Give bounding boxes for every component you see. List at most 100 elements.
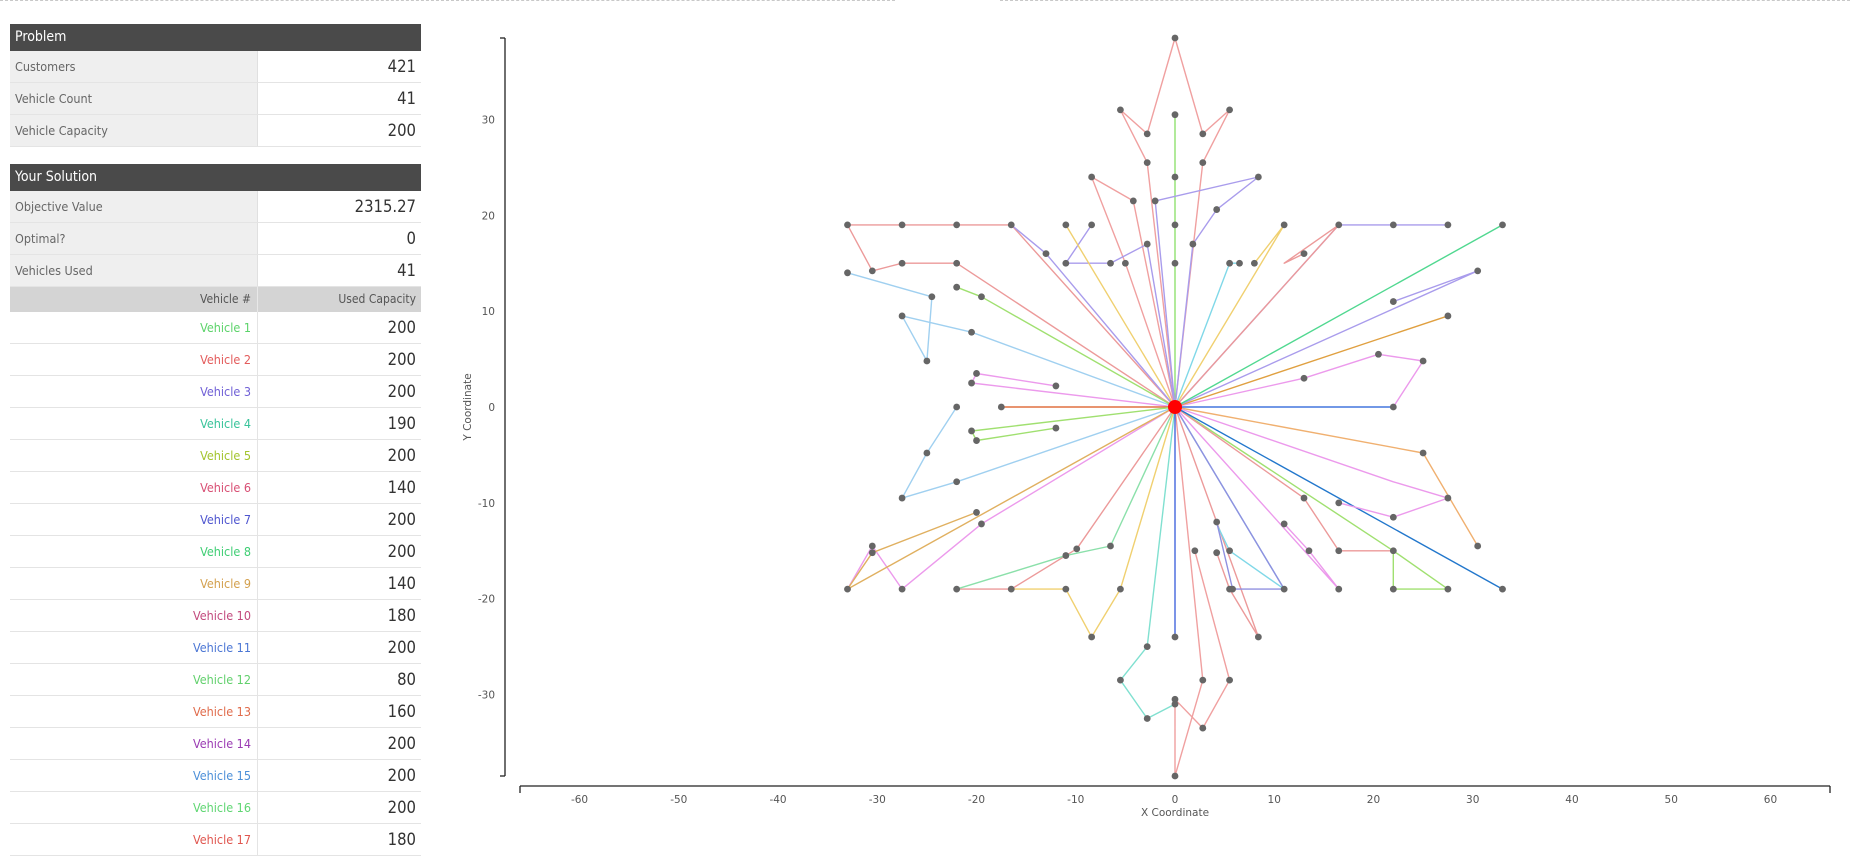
route-line (1174, 406, 1285, 590)
customer-point (1199, 724, 1207, 732)
customer-point (1389, 403, 1397, 411)
vehicle-capacity: 160 (387, 702, 416, 721)
customer-point (844, 221, 851, 229)
vehicle-name: Vehicle 5 (10, 440, 258, 471)
customer-point (898, 259, 906, 267)
customer-point (1213, 549, 1221, 557)
customer-point (1171, 34, 1179, 42)
problem-row-customers: Customers 421 (10, 51, 421, 83)
customer-point (1199, 159, 1207, 166)
customer-point (1088, 633, 1096, 641)
customer-point (844, 269, 851, 277)
row-label: Vehicle Count (10, 83, 258, 114)
table-row: Vehicle 11 200 (10, 632, 421, 664)
route-line (1174, 315, 1449, 408)
vehicle-table-body: Vehicle 1 200 Vehicle 2 200 Vehicle 3 200 Vehi… (10, 312, 421, 856)
vehicle-capacity: 200 (387, 318, 416, 337)
vehicle-name: Vehicle 4 (10, 408, 258, 439)
vehicle-name: Vehicle 11 (10, 632, 258, 663)
route-line (846, 406, 1176, 590)
y-axis-label: Y Coordinate (462, 373, 474, 441)
route-line (956, 406, 1176, 590)
customer-point (1226, 106, 1233, 114)
table-row: Vehicle 14 200 (10, 728, 421, 760)
customer-point (1171, 772, 1179, 780)
customer-point (923, 449, 931, 457)
problem-row-vehicle-capacity: Vehicle Capacity 200 (10, 115, 421, 147)
customer-point (844, 585, 851, 593)
customer-point (1375, 350, 1382, 358)
customer-point (898, 585, 906, 593)
row-label: Customers (10, 51, 258, 82)
table-row: Vehicle 12 80 (10, 664, 421, 696)
vehicle-capacity: 200 (387, 766, 416, 785)
customer-point (968, 328, 975, 336)
customer-point (973, 437, 980, 444)
route-line (1119, 109, 1176, 408)
vehicle-name: Vehicle 16 (10, 792, 258, 823)
customer-point (1389, 298, 1397, 305)
route-line (956, 286, 1176, 408)
row-value: 200 (387, 121, 416, 140)
vehicle-table-header: Vehicle # Used Capacity (10, 287, 421, 312)
solution-row-vehicles-used: Vehicles Used 41 (10, 255, 421, 287)
customer-point (1007, 585, 1015, 593)
x-tick-label: -30 (869, 794, 886, 806)
table-row: Vehicle 15 200 (10, 760, 421, 792)
customer-point (1007, 221, 1015, 229)
customer-point (1300, 250, 1308, 258)
customer-point (1117, 585, 1124, 593)
table-row: Vehicle 4 190 (10, 408, 421, 440)
customer-point (1474, 542, 1482, 550)
customer-point (1189, 240, 1197, 248)
y-tick-label: 30 (482, 114, 495, 126)
customer-point (923, 357, 931, 365)
customer-point (1474, 267, 1482, 275)
vehicle-capacity: 140 (387, 478, 416, 497)
customer-point (1042, 250, 1050, 258)
customer-point (1171, 111, 1179, 119)
customer-point (898, 221, 906, 229)
table-row: Vehicle 2 200 (10, 344, 421, 376)
vehicle-name: Vehicle 2 (10, 344, 258, 375)
customer-point (953, 585, 961, 593)
customer-point (1117, 676, 1124, 684)
customer-point (973, 370, 980, 377)
y-tick-label: -10 (478, 498, 495, 510)
y-tick-label: 0 (488, 402, 495, 414)
route-line (1174, 406, 1231, 777)
vehicle-name: Vehicle 15 (10, 760, 258, 791)
chart-axes: -30 -20 -10 0 10 20 30 Y Coordinate -60 -50 -40 -30… (462, 37, 1831, 819)
customer-point (953, 221, 961, 229)
table-row: Vehicle 10 180 (10, 600, 421, 632)
customer-point (1171, 695, 1179, 703)
row-value: 41 (397, 89, 416, 108)
x-tick-label: 60 (1764, 794, 1777, 806)
customer-point (1389, 221, 1397, 229)
customer-point (868, 542, 876, 550)
customer-point (1171, 633, 1179, 641)
x-tick-label: 30 (1466, 794, 1479, 806)
route-line (1174, 353, 1424, 408)
x-tick-label: 10 (1268, 794, 1281, 806)
customer-point (1226, 259, 1233, 267)
customer-point (1062, 585, 1070, 593)
customer-point (1199, 130, 1207, 138)
customer-point (953, 403, 961, 411)
x-tick-label: -20 (968, 794, 985, 806)
customer-point (1062, 552, 1070, 559)
column-header-capacity: Used Capacity (338, 292, 416, 306)
problem-row-vehicle-count: Vehicle Count 41 (10, 83, 421, 115)
customer-point (1143, 240, 1151, 248)
route-line (847, 272, 1176, 408)
route-line (1174, 262, 1240, 408)
customer-point (1499, 221, 1506, 229)
customer-point (1143, 643, 1151, 651)
vehicle-name: Vehicle 14 (10, 728, 258, 759)
customer-point (1191, 547, 1199, 555)
row-label: Vehicle Capacity (10, 115, 258, 146)
customer-point (1444, 221, 1452, 229)
problem-header: Problem (10, 24, 421, 51)
customer-point (1143, 159, 1151, 166)
customer-point (1280, 585, 1288, 593)
